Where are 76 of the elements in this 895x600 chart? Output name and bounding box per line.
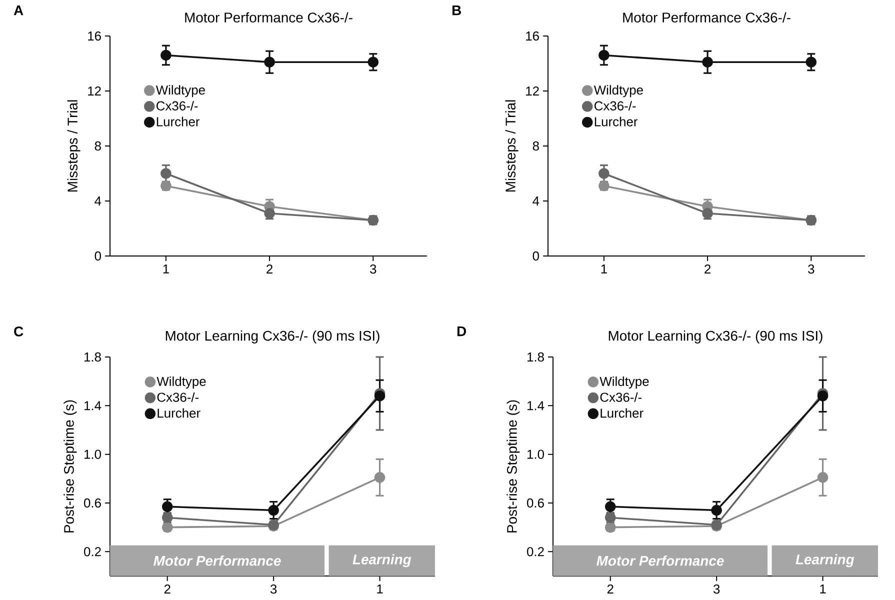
x-tick-label: 1 — [163, 264, 169, 274]
point — [374, 472, 386, 483]
point — [806, 56, 817, 68]
y-tick-label: 1.4 — [84, 401, 102, 410]
point — [598, 168, 610, 179]
x-tick-label: 3 — [270, 584, 277, 594]
y-tick-label: 0.6 — [84, 498, 101, 508]
x-tick-label: 3 — [808, 264, 814, 274]
x-tick-label: 3 — [713, 584, 720, 594]
chart-title: Motor Learning Cx36-/- (90 ms ISI) — [608, 330, 822, 344]
legend-label: Wildtype — [156, 85, 205, 98]
point — [711, 504, 722, 516]
y-axis-title: Post-rise Steptime (s) — [506, 400, 520, 532]
y-tick-label: 4 — [532, 196, 540, 206]
y-tick-label: 12 — [526, 86, 539, 96]
y-tick-label: 12 — [88, 86, 101, 96]
point — [374, 390, 386, 402]
y-tick-label: 1.8 — [84, 352, 101, 362]
y-tick-label: 1.8 — [527, 352, 544, 362]
y-tick-label: 8 — [94, 141, 101, 151]
y-tick-label: 4 — [94, 196, 102, 206]
y-tick-label: 0 — [532, 251, 540, 261]
y-axis-title: Missteps / Trial — [67, 100, 80, 192]
point — [598, 50, 610, 61]
x-tick-label: 2 — [164, 584, 170, 594]
y-tick-label: 0.2 — [527, 547, 544, 556]
legend-label: Lurcher — [600, 408, 644, 418]
legend-label: Lurcher — [158, 408, 200, 418]
y-tick-label: 0.6 — [527, 498, 544, 508]
band-label: Learning — [796, 554, 854, 568]
x-tick-label: 3 — [370, 264, 376, 274]
x-tick-label: 1 — [820, 584, 826, 594]
point — [702, 208, 713, 219]
y-tick-label: 1.0 — [84, 450, 102, 459]
legend-label: Wildtype — [600, 376, 649, 389]
point — [160, 50, 172, 61]
y-tick-label: 1.4 — [527, 401, 544, 410]
y-axis-title: Post-rise Steptime (s) — [64, 400, 77, 532]
x-tick-label: 1 — [377, 584, 383, 594]
y-tick-label: 0.2 — [84, 547, 101, 556]
point — [817, 472, 828, 483]
y-tick-label: 0 — [94, 251, 102, 261]
point — [264, 208, 275, 219]
legend-label: Wildtype — [156, 376, 206, 389]
point — [264, 56, 275, 68]
x-tick-label: 2 — [607, 584, 614, 594]
point — [268, 504, 279, 516]
legend-label: Lurcher — [156, 116, 200, 126]
point — [817, 390, 828, 402]
chart-title: Motor Performance Cx36-/- — [185, 12, 352, 22]
legend-label: Cx36-/- — [594, 100, 636, 110]
text: C — [14, 326, 24, 336]
x-tick-label: 2 — [704, 264, 710, 274]
text: D — [457, 326, 466, 336]
point — [368, 56, 379, 68]
legend-label: Cx36-/- — [600, 392, 642, 402]
band-label: Learning — [352, 554, 412, 568]
text: A — [14, 6, 24, 16]
point — [702, 56, 713, 68]
legend-label: Cx36-/- — [157, 392, 199, 402]
text: B — [452, 6, 461, 16]
point — [160, 168, 172, 179]
x-tick-label: 2 — [266, 264, 272, 274]
x-tick-label: 1 — [601, 264, 607, 274]
chart-title: Motor Performance Cx36-/- — [623, 12, 790, 22]
y-tick-label: 16 — [526, 31, 539, 41]
legend-label: Wildtype — [594, 85, 643, 98]
y-tick-label: 16 — [88, 31, 101, 41]
band-label: Motor Performance — [154, 556, 281, 566]
legend-label: Cx36-/- — [156, 100, 198, 110]
y-tick-label: 8 — [532, 141, 539, 151]
legend-label: Lurcher — [594, 116, 638, 126]
band-label: Motor Performance — [596, 556, 724, 566]
y-tick-label: 1.0 — [527, 450, 544, 459]
chart-title: Motor Learning Cx36-/- (90 ms ISI) — [166, 330, 380, 344]
y-axis-title: Missteps / Trial — [505, 100, 518, 192]
